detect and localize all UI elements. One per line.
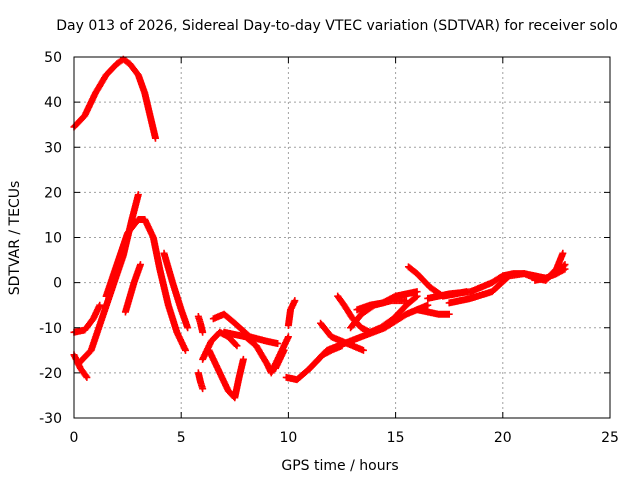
y-tick-label: -20 xyxy=(39,366,62,382)
y-tick-label: 40 xyxy=(44,95,62,111)
series-arc-6 xyxy=(121,261,144,316)
series-markers xyxy=(413,306,453,318)
y-tick-label: 10 xyxy=(44,231,62,247)
grid xyxy=(74,57,610,418)
y-tick-label: -30 xyxy=(39,411,62,427)
series-arc-26 xyxy=(531,265,569,284)
y-tick-label: -10 xyxy=(39,321,62,337)
series-arc-12 xyxy=(209,310,282,348)
x-tick-label: 10 xyxy=(279,430,297,446)
x-tick-label: 25 xyxy=(601,430,619,446)
series-markers xyxy=(205,346,247,402)
x-tick-label: 20 xyxy=(494,430,512,446)
y-axis-label: SDTVAR / TECUs xyxy=(7,181,23,296)
series-markers xyxy=(209,310,282,348)
data-layer xyxy=(70,55,569,402)
series-markers xyxy=(194,369,207,393)
series-arc-15 xyxy=(284,297,299,329)
series-arc-9 xyxy=(194,369,207,393)
series-arc-21 xyxy=(353,288,421,314)
series-arc-18 xyxy=(317,319,367,354)
chart-title: Day 013 of 2026, Sidereal Day-to-day VTE… xyxy=(56,18,618,34)
series-markers xyxy=(317,319,367,354)
series-arc-1 xyxy=(70,55,159,142)
series-markers xyxy=(353,288,421,314)
series-markers xyxy=(284,297,299,329)
x-tick-label: 5 xyxy=(177,430,186,446)
axis-ticks: 0 5 10 15 20 25 -30 -20 -10 0 10 20 30 40 50 xyxy=(39,50,619,446)
y-tick-label: 30 xyxy=(44,140,62,156)
x-axis-label: GPS time / hours xyxy=(281,458,398,474)
series-markers xyxy=(334,292,421,336)
series-arc-19 xyxy=(334,292,421,336)
y-tick-label: 50 xyxy=(44,50,62,66)
series-markers xyxy=(531,265,569,284)
series-arc-11 xyxy=(205,346,247,402)
series-markers xyxy=(121,261,144,316)
series-arc-23 xyxy=(413,306,453,318)
series-arc-7 xyxy=(160,249,192,332)
series-arc-5 xyxy=(102,215,189,354)
series-markers xyxy=(102,215,189,354)
series-arc-14 xyxy=(272,346,288,372)
x-tick-label: 15 xyxy=(387,430,405,446)
x-tick-label: 0 xyxy=(70,430,79,446)
series-markers xyxy=(272,346,288,372)
series-markers xyxy=(70,55,159,142)
series-arc-8 xyxy=(194,312,207,336)
y-tick-label: 0 xyxy=(53,276,62,292)
y-tick-label: 20 xyxy=(44,185,62,201)
series-markers xyxy=(160,249,192,332)
series-markers xyxy=(194,312,207,336)
